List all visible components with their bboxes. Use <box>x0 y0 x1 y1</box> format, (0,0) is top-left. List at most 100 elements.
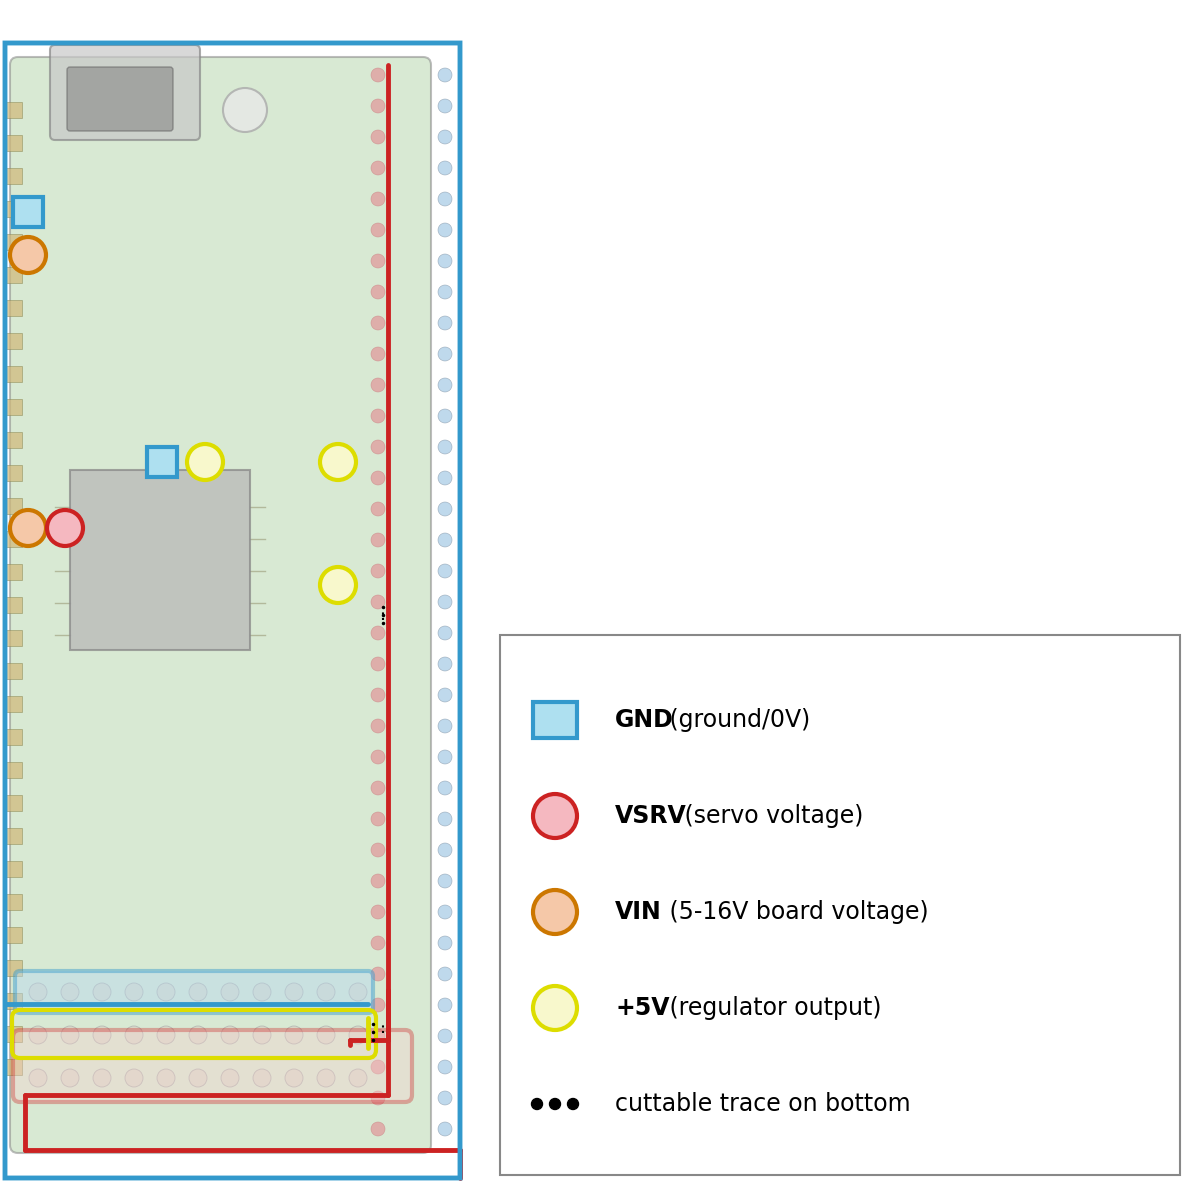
Bar <box>6 796 22 811</box>
Circle shape <box>371 254 385 268</box>
Bar <box>6 332 22 349</box>
Circle shape <box>438 470 452 485</box>
Bar <box>6 432 22 448</box>
Bar <box>6 828 22 844</box>
Text: VSRV: VSRV <box>616 804 686 828</box>
Circle shape <box>438 905 452 919</box>
Circle shape <box>371 719 385 733</box>
Circle shape <box>190 1069 208 1087</box>
Circle shape <box>10 510 46 546</box>
Circle shape <box>61 1069 79 1087</box>
Bar <box>6 464 22 481</box>
Text: VIN: VIN <box>616 900 661 924</box>
Circle shape <box>286 1026 302 1044</box>
FancyBboxPatch shape <box>16 971 373 1013</box>
Circle shape <box>438 750 452 764</box>
Circle shape <box>438 130 452 144</box>
Circle shape <box>125 1069 143 1087</box>
Text: (servo voltage): (servo voltage) <box>677 804 863 828</box>
Circle shape <box>371 192 385 206</box>
Bar <box>6 662 22 679</box>
Circle shape <box>371 316 385 330</box>
Circle shape <box>371 658 385 671</box>
Circle shape <box>47 510 83 546</box>
Circle shape <box>438 1091 452 1105</box>
FancyBboxPatch shape <box>50 44 200 140</box>
Bar <box>6 564 22 580</box>
Circle shape <box>253 1026 271 1044</box>
Circle shape <box>438 1060 452 1074</box>
Circle shape <box>371 533 385 547</box>
Circle shape <box>438 98 452 113</box>
Circle shape <box>438 1028 452 1043</box>
Circle shape <box>371 936 385 950</box>
Circle shape <box>157 1069 175 1087</box>
Circle shape <box>221 1026 239 1044</box>
Circle shape <box>371 812 385 826</box>
Circle shape <box>438 161 452 175</box>
Circle shape <box>438 564 452 578</box>
Bar <box>6 762 22 778</box>
Circle shape <box>371 68 385 82</box>
Circle shape <box>438 502 452 516</box>
Circle shape <box>157 983 175 1001</box>
Circle shape <box>438 1122 452 1136</box>
Bar <box>6 168 22 184</box>
Bar <box>6 630 22 646</box>
Circle shape <box>533 890 577 934</box>
Circle shape <box>438 688 452 702</box>
Circle shape <box>438 595 452 608</box>
FancyBboxPatch shape <box>10 56 431 1153</box>
Circle shape <box>29 983 47 1001</box>
Circle shape <box>371 688 385 702</box>
Circle shape <box>371 347 385 361</box>
Bar <box>6 1058 22 1075</box>
Circle shape <box>371 998 385 1012</box>
Circle shape <box>371 409 385 422</box>
FancyBboxPatch shape <box>67 67 173 131</box>
Circle shape <box>438 284 452 299</box>
Circle shape <box>438 409 452 422</box>
Circle shape <box>371 905 385 919</box>
Circle shape <box>125 983 143 1001</box>
Bar <box>6 696 22 712</box>
Circle shape <box>157 1026 175 1044</box>
Circle shape <box>438 781 452 794</box>
Circle shape <box>286 983 302 1001</box>
Circle shape <box>533 794 577 838</box>
Circle shape <box>438 936 452 950</box>
Bar <box>6 994 22 1009</box>
Circle shape <box>371 502 385 516</box>
Bar <box>6 960 22 976</box>
Circle shape <box>61 1026 79 1044</box>
Circle shape <box>187 444 223 480</box>
Circle shape <box>253 983 271 1001</box>
Circle shape <box>317 983 335 1001</box>
Bar <box>6 366 22 382</box>
Circle shape <box>532 1098 542 1110</box>
Bar <box>6 300 22 316</box>
Circle shape <box>371 1060 385 1074</box>
Bar <box>6 926 22 943</box>
Circle shape <box>371 595 385 608</box>
Circle shape <box>550 1098 560 1110</box>
Circle shape <box>438 68 452 82</box>
Circle shape <box>438 967 452 982</box>
Bar <box>6 894 22 910</box>
Bar <box>6 596 22 613</box>
Circle shape <box>371 223 385 238</box>
Bar <box>6 728 22 745</box>
Circle shape <box>320 444 356 480</box>
Circle shape <box>371 161 385 175</box>
Circle shape <box>371 967 385 982</box>
Circle shape <box>286 1069 302 1087</box>
Bar <box>6 200 22 217</box>
Circle shape <box>438 378 452 392</box>
Text: (regulator output): (regulator output) <box>661 996 881 1020</box>
Circle shape <box>317 1069 335 1087</box>
Bar <box>533 702 577 738</box>
Circle shape <box>320 566 356 602</box>
Circle shape <box>223 88 266 132</box>
Circle shape <box>371 842 385 857</box>
Bar <box>13 197 43 227</box>
